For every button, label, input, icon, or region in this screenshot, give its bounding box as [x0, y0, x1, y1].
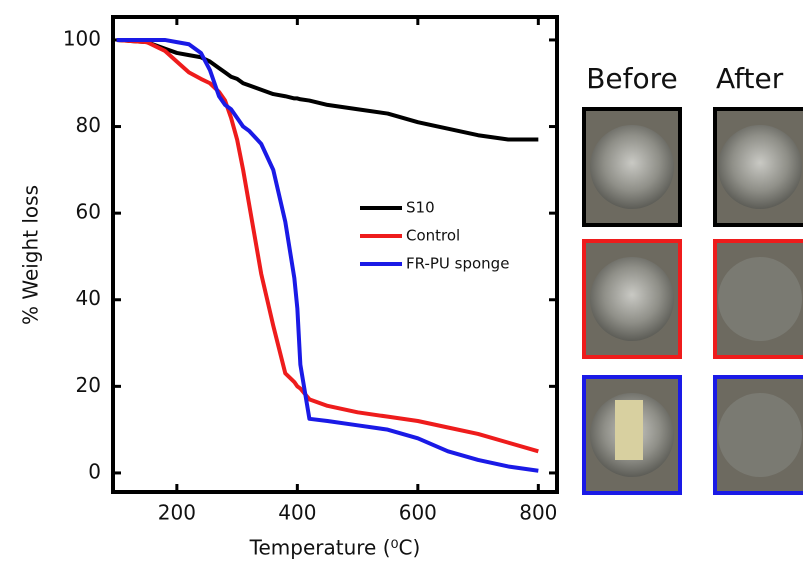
x-tick-label: 400: [278, 501, 316, 525]
y-tick-label: 80: [76, 113, 101, 137]
foam: [615, 400, 643, 460]
annotation: Before: [586, 62, 678, 95]
legend-label: S10: [406, 199, 435, 217]
legend-label: FR-PU sponge: [406, 255, 509, 273]
y-tick-label: 0: [88, 459, 101, 483]
legend-label: Control: [406, 227, 460, 245]
photos: [582, 107, 803, 495]
y-tick-label: 20: [76, 373, 101, 397]
y-tick-label: 60: [76, 200, 101, 224]
sample: [590, 125, 674, 209]
series-line: [116, 37, 539, 142]
sample: [718, 393, 802, 477]
x-tick-label: 800: [519, 501, 557, 525]
series-line: [116, 37, 539, 473]
y-tick-label: 40: [76, 286, 101, 310]
sample: [590, 257, 674, 341]
x-tick-label: 600: [399, 501, 437, 525]
y-tick-label: 100: [63, 26, 101, 50]
series-line: [116, 37, 539, 454]
sample: [718, 125, 802, 209]
y-axis-label: % Weight loss: [19, 185, 43, 325]
x-tick-label: 200: [158, 501, 196, 525]
plot-frame: [111, 15, 559, 494]
x-axis-label: Temperature (⁰C): [249, 536, 421, 560]
annotation: After: [716, 62, 784, 95]
sample: [718, 257, 802, 341]
